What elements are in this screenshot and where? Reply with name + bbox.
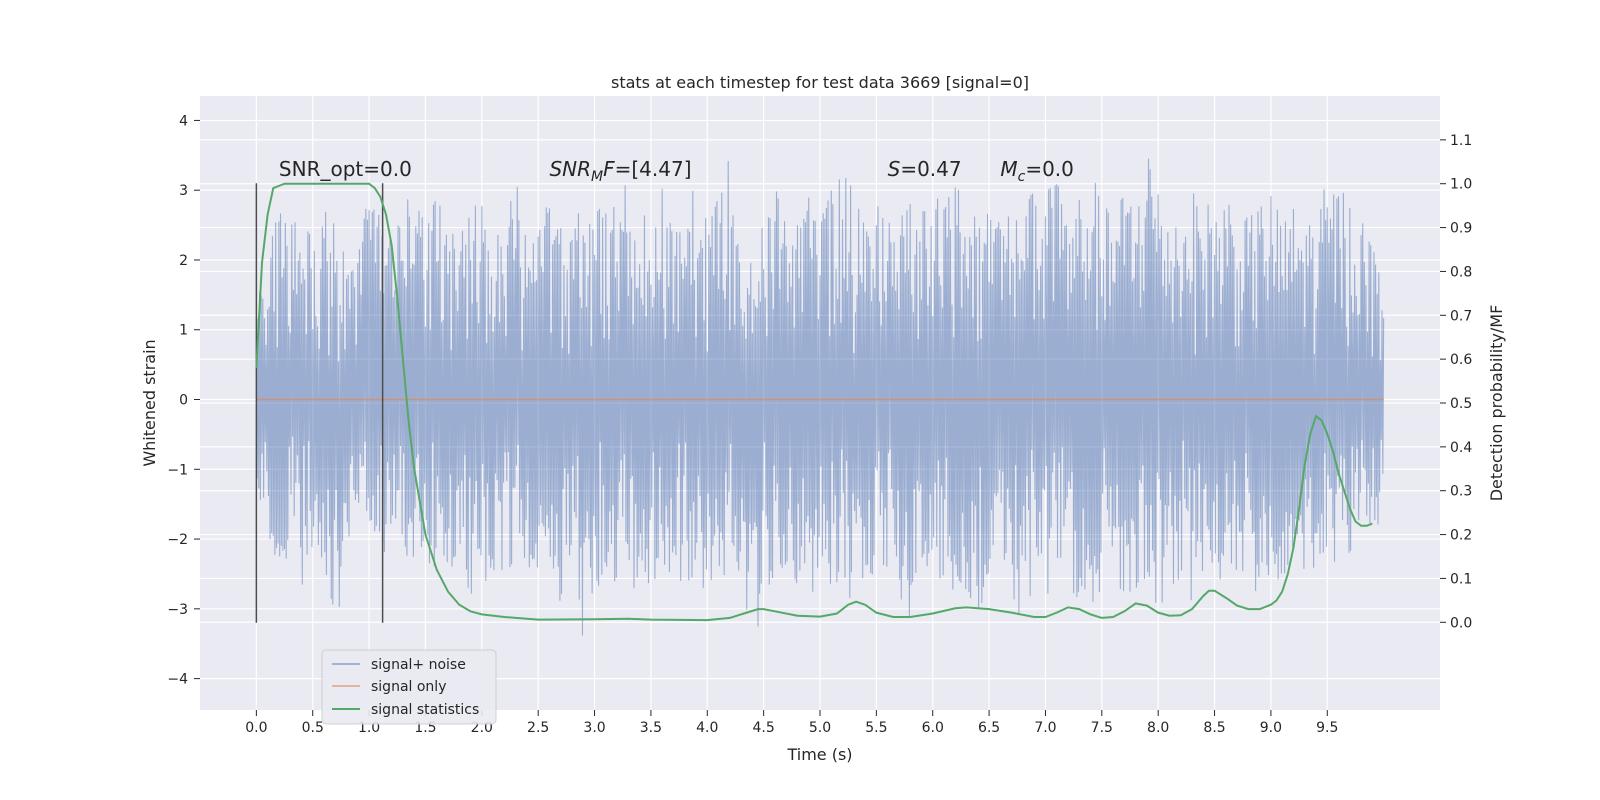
x-tick-label: 7.5 bbox=[1091, 720, 1113, 736]
legend-label-stats: signal statistics bbox=[371, 702, 479, 718]
stats-series bbox=[255, 182, 1373, 622]
y-left-ticks: 4 3 2 1 0 −1 −2 −3 −4 bbox=[167, 113, 200, 688]
y-right-tick-label: 0.2 bbox=[1450, 528, 1472, 544]
chart-title: stats at each timestep for test data 366… bbox=[611, 73, 1029, 92]
x-tick-label: 3.5 bbox=[640, 720, 662, 736]
y-left-tick-label: −4 bbox=[167, 672, 188, 688]
x-tick-label: 4.5 bbox=[753, 720, 775, 736]
x-tick-label: 0.5 bbox=[302, 720, 324, 736]
x-tick-label: 7.0 bbox=[1034, 720, 1056, 736]
x-axis-label: Time (s) bbox=[786, 745, 852, 764]
y-left-tick-label: 0 bbox=[179, 393, 188, 409]
y-right-axis-label: Detection probability/MF bbox=[1487, 305, 1506, 502]
y-right-tick-label: 0.4 bbox=[1450, 440, 1472, 456]
noise-line bbox=[255, 158, 1385, 636]
legend-label-noise: signal+ noise bbox=[371, 657, 466, 673]
annotation-text: SNR_opt=0.0 bbox=[279, 157, 412, 181]
legend-label-signal: signal only bbox=[371, 679, 446, 695]
legend-box bbox=[321, 649, 497, 725]
y-right-ticks: 1.1 1.0 0.9 0.8 0.7 0.6 0.5 0.4 0.3 0.2 0.1 0.0 bbox=[1440, 133, 1472, 631]
y-left-axis-label: Whitened strain bbox=[140, 339, 159, 466]
annotation-text: SNRMF=[4.47] bbox=[549, 157, 691, 185]
x-tick-label: 9.5 bbox=[1316, 720, 1338, 736]
y-right-tick-label: 0.1 bbox=[1450, 571, 1472, 587]
y-left-tick-label: 2 bbox=[179, 253, 188, 269]
y-left-tick-label: −2 bbox=[167, 532, 188, 548]
x-tick-label: 8.5 bbox=[1203, 720, 1225, 736]
legend: signal+ noise signal only signal statist… bbox=[321, 649, 497, 725]
signal-statistics-line bbox=[255, 182, 1373, 622]
y-right-tick-label: 0.8 bbox=[1450, 264, 1472, 280]
y-right-tick-label: 0.5 bbox=[1450, 396, 1472, 412]
x-tick-label: 5.5 bbox=[865, 720, 887, 736]
x-tick-label: 5.0 bbox=[809, 720, 831, 736]
y-left-tick-label: 4 bbox=[179, 113, 188, 129]
x-tick-label: 9.0 bbox=[1260, 720, 1282, 736]
y-right-tick-label: 0.7 bbox=[1450, 308, 1472, 324]
annotations: SNR_opt=0.0 SNRMF=[4.47] S=0.47 Mc=0.0 bbox=[279, 157, 1074, 185]
x-tick-label: 6.5 bbox=[978, 720, 1000, 736]
y-left-tick-label: −3 bbox=[167, 602, 188, 618]
x-tick-label: 2.5 bbox=[527, 720, 549, 736]
x-tick-label: 4.0 bbox=[696, 720, 718, 736]
annotation-text: S=0.47 bbox=[888, 157, 962, 181]
x-tick-label: 6.0 bbox=[922, 720, 944, 736]
y-right-tick-label: 0.0 bbox=[1450, 615, 1472, 631]
y-right-tick-label: 0.3 bbox=[1450, 484, 1472, 500]
y-left-tick-label: 3 bbox=[179, 183, 188, 199]
y-left-tick-label: 1 bbox=[179, 323, 188, 339]
y-right-tick-label: 1.1 bbox=[1450, 133, 1472, 149]
x-tick-label: 3.0 bbox=[583, 720, 605, 736]
x-tick-label: 0.0 bbox=[245, 720, 267, 736]
x-tick-label: 8.0 bbox=[1147, 720, 1169, 736]
y-left-tick-label: −1 bbox=[167, 462, 188, 478]
y-right-tick-label: 0.9 bbox=[1450, 221, 1472, 237]
y-right-tick-label: 0.6 bbox=[1450, 352, 1472, 368]
annotation-text: Mc=0.0 bbox=[1000, 157, 1074, 185]
noise-series bbox=[255, 158, 1385, 636]
y-right-tick-label: 1.0 bbox=[1450, 177, 1472, 193]
vlines bbox=[255, 183, 384, 623]
